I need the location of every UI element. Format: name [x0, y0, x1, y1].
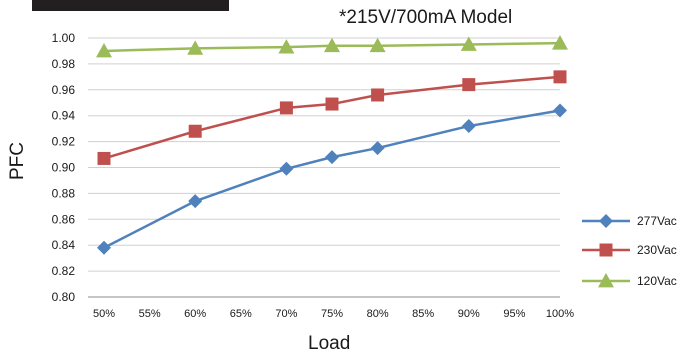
x-tick-label-6: 80% [367, 308, 389, 320]
data-point-277Vac-60% [188, 194, 203, 209]
series-line-230Vac [103, 75, 561, 160]
x-tick-label-8: 90% [458, 308, 480, 320]
data-point-277Vac-70% [279, 161, 294, 176]
data-point-120Vac-100% [552, 35, 568, 50]
y-tick-label-3: 0.86 [52, 212, 76, 226]
y-tick-label-1: 0.82 [52, 264, 76, 278]
data-point-120Vac-50% [96, 42, 112, 58]
y-tick-label-4: 0.88 [52, 186, 76, 200]
y-tick-label-0: 0.80 [52, 290, 76, 304]
x-tick-label-1: 55% [139, 308, 161, 320]
data-point-230Vac-50% [97, 151, 111, 165]
chart-title: *215V/700mA Model [339, 7, 513, 28]
y-tick-label-7: 0.94 [52, 109, 76, 123]
legend-marker-120Vac [598, 273, 614, 288]
x-axis-label: Load [308, 333, 351, 354]
legend-label-277Vac: 277Vac [637, 214, 677, 228]
data-point-230Vac-60% [188, 124, 202, 138]
x-tick-label-4: 70% [275, 308, 297, 320]
legend-label-120Vac: 120Vac [637, 274, 677, 288]
data-point-120Vac-80% [369, 37, 386, 53]
header-dark-bar [32, 0, 229, 11]
x-tick-label-10: 100% [546, 308, 574, 320]
x-tick-label-0: 50% [93, 308, 115, 320]
data-point-230Vac-70% [279, 101, 293, 115]
series-line-277Vac [103, 109, 561, 249]
x-tick-label-3: 65% [230, 308, 252, 320]
y-tick-label-8: 0.96 [52, 83, 76, 97]
x-tick-label-7: 85% [412, 308, 434, 320]
legend-marker-277Vac [599, 214, 613, 228]
y-tick-label-6: 0.92 [52, 135, 76, 149]
x-tick-label-2: 60% [184, 308, 206, 320]
y-tick-label-9: 0.98 [52, 57, 76, 71]
data-point-230Vac-100% [553, 70, 567, 84]
y-tick-label-2: 0.84 [52, 238, 76, 252]
y-tick-label-5: 0.90 [52, 161, 76, 175]
data-point-120Vac-60% [187, 40, 204, 55]
data-point-120Vac-70% [278, 39, 295, 54]
data-point-230Vac-75% [325, 97, 339, 111]
data-point-230Vac-80% [371, 88, 385, 102]
legend-marker-230Vac [599, 243, 613, 257]
legend-label-230Vac: 230Vac [637, 243, 677, 257]
data-point-277Vac-90% [461, 119, 476, 134]
x-tick-label-5: 75% [321, 308, 343, 320]
data-point-277Vac-75% [325, 150, 339, 165]
data-point-120Vac-75% [324, 37, 340, 53]
data-point-277Vac-50% [97, 240, 111, 255]
data-point-120Vac-90% [460, 36, 477, 51]
data-point-277Vac-80% [370, 141, 385, 156]
data-point-277Vac-100% [553, 103, 567, 118]
data-point-230Vac-90% [462, 78, 476, 92]
y-tick-label-10: 1.00 [52, 31, 76, 45]
x-tick-label-9: 95% [503, 308, 525, 320]
